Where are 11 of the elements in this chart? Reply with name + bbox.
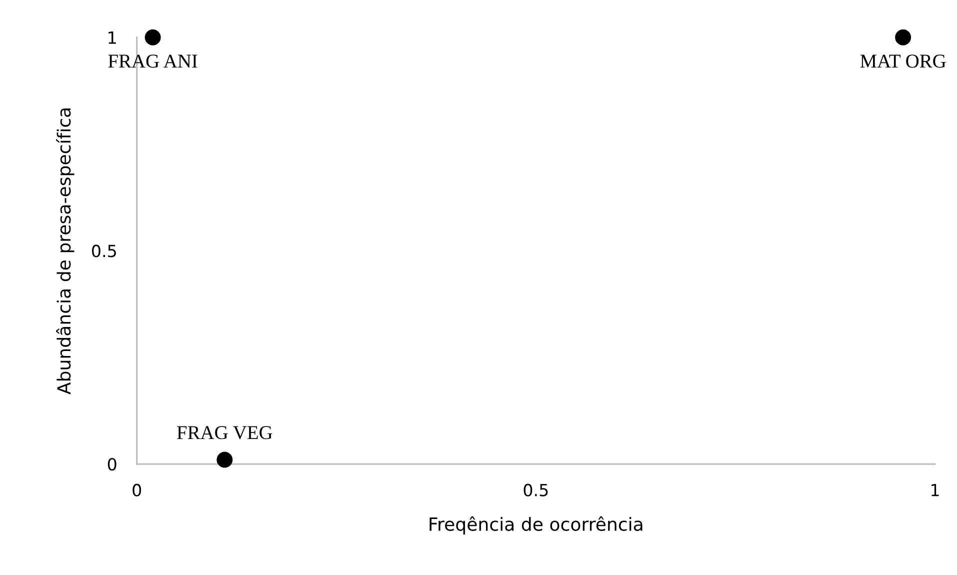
y-tick-label: 0.5: [92, 244, 116, 258]
x-axis-title: Freqência de ocorrência: [430, 516, 642, 534]
y-axis-title: Abundância de presa-específica: [56, 108, 74, 394]
y-tick-label: 1: [108, 32, 116, 44]
x-tick-label: 0.5: [524, 484, 548, 496]
annotation: MAT ORG: [860, 54, 946, 68]
y-tick-label: 0: [108, 458, 116, 471]
x-tick-label: 1: [932, 484, 939, 496]
x-tick-label: 0: [132, 484, 142, 496]
annotation: FRAG VEG: [177, 426, 272, 440]
annotation: FRAG ANI: [108, 54, 198, 68]
